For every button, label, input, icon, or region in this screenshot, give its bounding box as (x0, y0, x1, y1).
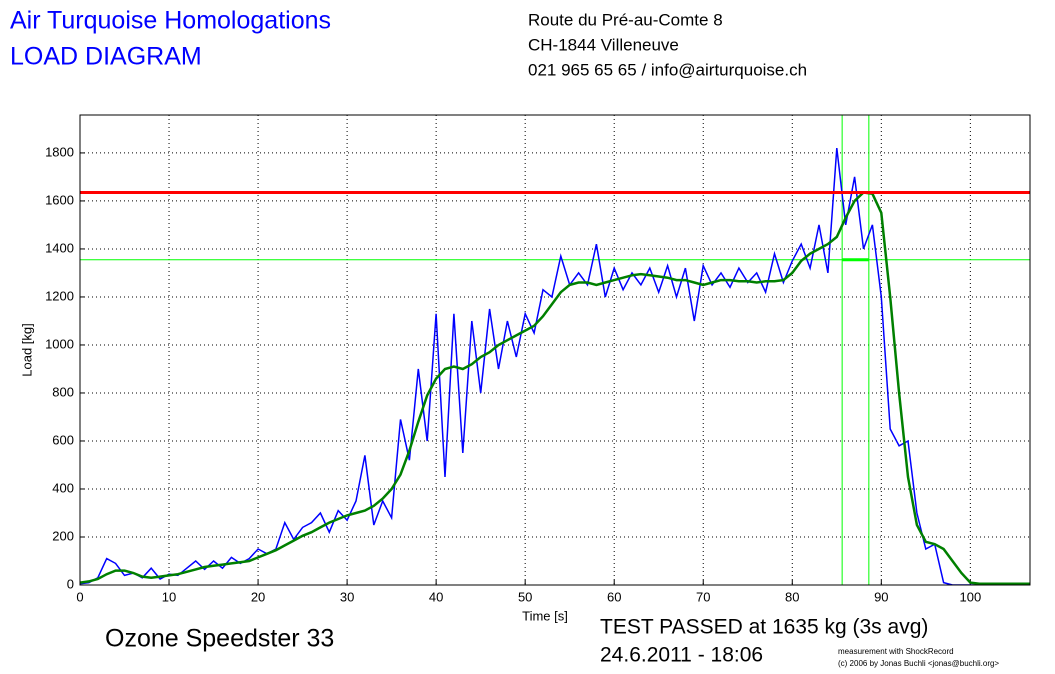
y-tick-label: 600 (52, 432, 74, 447)
credit: (c) 2006 by Jonas Buchli <jonas@buchli.o… (838, 659, 999, 668)
y-tick-label: 200 (52, 528, 74, 543)
y-tick-label: 1800 (45, 144, 74, 159)
x-tick-label: 10 (162, 589, 176, 604)
y-axis-label: Load [kg] (19, 323, 34, 377)
x-axis-label: Time [s] (522, 608, 568, 623)
x-tick-label: 50 (518, 589, 532, 604)
credit: measurement with ShockRecord (838, 647, 954, 656)
address-line: Route du Pré-au-Comte 8 (528, 10, 723, 29)
address-line: 021 965 65 65 / info@airturquoise.ch (528, 60, 807, 79)
plot-frame (79, 114, 1031, 586)
x-tick-label: 100 (959, 589, 981, 604)
x-tick-label: 40 (429, 589, 443, 604)
series-line (80, 191, 1030, 585)
result: TEST PASSED at 1635 kg (3s avg) (600, 616, 928, 639)
date: 24.6.2011 - 18:06 (600, 644, 763, 667)
y-tick-label: 0 (67, 576, 74, 591)
x-tick-label: 80 (785, 589, 799, 604)
x-tick-label: 90 (874, 589, 888, 604)
y-tick-label: 1400 (45, 240, 74, 255)
x-tick-label: 70 (696, 589, 710, 604)
address-line: CH-1844 Villeneuve (528, 35, 679, 54)
y-tick-label: 400 (52, 480, 74, 495)
x-tick-label: 0 (76, 589, 83, 604)
glider-name: Ozone Speedster 33 (105, 625, 334, 653)
x-tick-label: 20 (251, 589, 265, 604)
x-tick-label: 60 (607, 589, 621, 604)
x-tick-label: 30 (340, 589, 354, 604)
y-tick-label: 1200 (45, 288, 74, 303)
y-tick-label: 1600 (45, 192, 74, 207)
title: Air Turquoise Homologations (10, 7, 331, 35)
subtitle: LOAD DIAGRAM (10, 43, 202, 71)
y-tick-label: 800 (52, 384, 74, 399)
y-tick-label: 1000 (45, 336, 74, 351)
